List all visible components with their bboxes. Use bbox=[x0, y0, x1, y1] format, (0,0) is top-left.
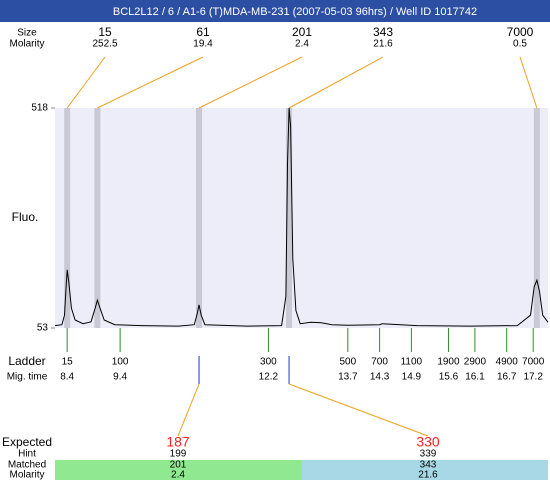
matched-box bbox=[302, 460, 548, 480]
peak-size: 343 bbox=[373, 25, 393, 39]
peak-connector bbox=[97, 56, 204, 109]
matched-value: 343 bbox=[420, 460, 437, 471]
peak-size: 201 bbox=[292, 25, 312, 39]
peak-band bbox=[286, 108, 293, 328]
peak-connector bbox=[66, 56, 106, 109]
peak-molarity: 252.5 bbox=[92, 39, 117, 50]
chart-title: BCL2L12 / 6 / A1-6 (T)MDA-MB-231 (2007-0… bbox=[113, 6, 477, 18]
mig-time: 14.9 bbox=[402, 372, 422, 383]
title-bar bbox=[0, 0, 550, 22]
ladder-size: 300 bbox=[260, 357, 277, 368]
peak-connector bbox=[198, 56, 303, 109]
peak-size: 61 bbox=[196, 25, 210, 39]
mig-time: 15.6 bbox=[439, 372, 459, 383]
peak-band bbox=[64, 108, 71, 328]
matched-label: Matched bbox=[8, 460, 46, 471]
mig-time: 16.1 bbox=[465, 372, 485, 383]
ladder-size: 1100 bbox=[401, 357, 423, 368]
y-axis-label: Fluo. bbox=[12, 210, 39, 224]
molarity-label: Molarity bbox=[9, 470, 44, 480]
ladder-size: 700 bbox=[371, 357, 388, 368]
ladder-size: 1900 bbox=[437, 357, 460, 368]
hint-value: 339 bbox=[420, 449, 437, 460]
peak-molarity: 2.4 bbox=[295, 39, 309, 50]
ladder-size: 7000 bbox=[522, 357, 545, 368]
trace bbox=[54, 107, 549, 327]
molarity-value: 21.6 bbox=[418, 470, 438, 480]
peak-connector bbox=[519, 56, 538, 109]
mig-time: 12.2 bbox=[259, 372, 279, 383]
peak-molarity: 21.6 bbox=[373, 39, 393, 50]
size-label: Size bbox=[17, 28, 37, 39]
molarity-label: Molarity bbox=[9, 39, 44, 50]
mig-time: 9.4 bbox=[113, 372, 127, 383]
hint-label: Hint bbox=[18, 449, 36, 460]
peak-size: 7000 bbox=[507, 25, 534, 39]
peak-band bbox=[196, 108, 203, 328]
ladder-size: 100 bbox=[112, 357, 129, 368]
mig-time: 16.7 bbox=[497, 372, 517, 383]
peak-size: 15 bbox=[98, 25, 112, 39]
ladder-size: 2900 bbox=[464, 357, 487, 368]
expected-label: Expected bbox=[2, 435, 52, 449]
ladder-size: 500 bbox=[339, 357, 356, 368]
mig-time-label: Mig. time bbox=[7, 372, 48, 383]
expected-value: 187 bbox=[166, 434, 190, 450]
mig-time: 14.3 bbox=[370, 372, 390, 383]
matched-value: 201 bbox=[170, 460, 187, 471]
mig-time: 17.2 bbox=[523, 372, 543, 383]
ladder-size: 15 bbox=[62, 357, 74, 368]
y-tick-label: 518 bbox=[31, 103, 48, 114]
y-tick-label: 53 bbox=[37, 323, 49, 334]
peak-molarity: 0.5 bbox=[513, 39, 527, 50]
hint-value: 199 bbox=[170, 449, 187, 460]
match-connector bbox=[177, 383, 200, 437]
matched-box bbox=[55, 460, 302, 480]
plot-area bbox=[55, 108, 548, 328]
peak-molarity: 19.4 bbox=[193, 39, 213, 50]
peak-band bbox=[94, 108, 101, 328]
expected-value: 330 bbox=[416, 434, 440, 450]
ladder-size: 4900 bbox=[496, 357, 519, 368]
peak-connector bbox=[288, 56, 384, 109]
mig-time: 13.7 bbox=[338, 372, 358, 383]
mig-time: 8.4 bbox=[60, 372, 74, 383]
match-connector bbox=[288, 383, 429, 437]
molarity-value: 2.4 bbox=[171, 470, 185, 480]
peak-band bbox=[533, 108, 540, 328]
ladder-label: Ladder bbox=[8, 354, 45, 368]
